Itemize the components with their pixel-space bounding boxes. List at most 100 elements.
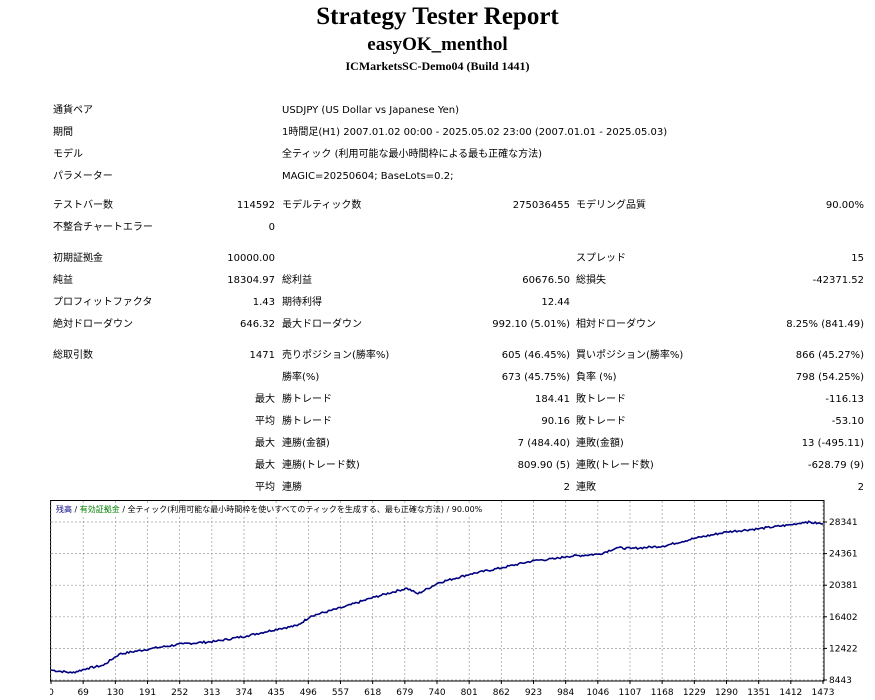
max-loss-value: -116.13: [825, 394, 864, 405]
gross-loss-label: 総損失: [576, 275, 606, 286]
x-tick-label: 984: [557, 688, 574, 698]
max-drawdown-value: 992.10 (5.01%): [492, 319, 570, 330]
net-profit-value: 18304.97: [227, 275, 275, 286]
x-tick-label: 801: [461, 688, 478, 698]
abs-drawdown-label: 絶対ドローダウン: [53, 319, 133, 330]
consec-win-amount-label: 連勝(金額): [282, 438, 330, 449]
avg-consec-win-label: 連勝: [282, 482, 302, 493]
deposit-value: 10000.00: [227, 253, 275, 264]
profit-factor-label: プロフィットファクタ: [53, 297, 153, 308]
mismatch-value: 0: [268, 222, 275, 233]
avg-win-label: 勝トレード: [282, 416, 332, 427]
avg-consec-loss-label: 連敗: [576, 482, 596, 493]
x-tick-label: 1107: [619, 688, 642, 698]
x-tick-label: 252: [171, 688, 188, 698]
y-tick-label: 24361: [829, 550, 858, 560]
legend-separator: /: [72, 505, 80, 514]
symbol-label: 通貨ペア: [53, 105, 93, 116]
period-value: 1時間足(H1) 2007.01.02 00:00 - 2025.05.02 2…: [282, 127, 668, 138]
x-tick-label: 313: [203, 688, 220, 698]
max-win-label: 勝トレード: [282, 394, 332, 405]
avg-loss-value: -53.10: [831, 416, 864, 427]
x-tick-label: 557: [332, 688, 349, 698]
max-loss-label: 敗トレード: [576, 394, 626, 405]
x-tick-label: 0: [50, 688, 54, 698]
rel-drawdown-value: 8.25% (841.49): [786, 319, 864, 330]
spread-value: 15: [851, 253, 864, 264]
balance-chart: 0 69 130 191 252 313 374 435 496 557 618 679 740 801 8…: [50, 500, 858, 698]
avg-loss-label: 敗トレード: [576, 416, 626, 427]
consec-loss-amount-label: 連敗(金額): [576, 438, 624, 449]
mismatch-label: 不整合チャートエラー: [53, 222, 153, 233]
x-tick-label: 618: [364, 688, 381, 698]
gross-loss-value: -42371.52: [812, 275, 864, 286]
x-tick-label: 740: [428, 688, 445, 698]
win-rate-value: 673 (45.75%): [501, 372, 570, 383]
consec-win-count-label: 連勝(トレード数): [282, 460, 360, 471]
short-positions-label: 売りポジション(勝率%): [282, 350, 390, 361]
parameters-value: MAGIC=20250604; BaseLots=0.2;: [282, 171, 454, 182]
max-prefix: 最大: [255, 460, 275, 471]
x-tick-label: 1473: [812, 688, 835, 698]
quality-value: 90.00%: [825, 200, 864, 211]
max-prefix: 最大: [255, 438, 275, 449]
period-label: 期間: [53, 127, 73, 138]
max-prefix: 最大: [255, 394, 275, 405]
net-profit-label: 純益: [53, 275, 73, 286]
consec-loss-count-label: 連敗(トレード数): [576, 460, 654, 471]
expert-name: easyOK_menthol: [367, 34, 508, 55]
avg-prefix: 平均: [255, 482, 275, 493]
total-trades-value: 1471: [249, 350, 275, 361]
x-tick-label: 923: [525, 688, 542, 698]
x-tick-label: 435: [268, 688, 285, 698]
bars-label: テストバー数: [53, 200, 113, 211]
long-positions-value: 866 (45.27%): [795, 350, 864, 361]
gross-profit-value: 60676.50: [522, 275, 570, 286]
bars-value: 114592: [236, 200, 275, 211]
x-tick-label: 496: [300, 688, 317, 698]
report-title: Strategy Tester Report: [316, 3, 559, 30]
short-positions-value: 605 (46.45%): [501, 350, 570, 361]
legend-balance: 残高: [56, 505, 72, 514]
x-tick-label: 69: [77, 688, 89, 698]
legend-separator: /: [443, 505, 452, 514]
server-build: ICMarketsSC-Demo04 (Build 1441): [345, 59, 530, 73]
expected-payoff-label: 期待利得: [282, 297, 322, 308]
avg-win-value: 90.16: [541, 416, 570, 427]
loss-rate-label: 負率 (%): [576, 372, 617, 383]
x-tick-label: 1046: [586, 688, 609, 698]
legend-separator: /: [119, 505, 128, 514]
ticks-label: モデルティック数: [282, 200, 362, 211]
x-tick-label: 191: [139, 688, 156, 698]
max-drawdown-label: 最大ドローダウン: [282, 319, 362, 330]
consec-loss-amount-value: 13 (-495.11): [801, 438, 864, 449]
model-value: 全ティック (利用可能な最小時間枠による最も正確な方法): [282, 149, 543, 160]
x-tick-label: 679: [396, 688, 413, 698]
spread-label: スプレッド: [576, 253, 626, 264]
avg-prefix: 平均: [255, 416, 275, 427]
x-tick-label: 1229: [683, 688, 706, 698]
y-tick-label: 20381: [829, 581, 858, 591]
parameters-label: パラメーター: [53, 171, 113, 182]
x-tick-label: 374: [235, 688, 252, 698]
legend-model: 全ティック(利用可能な最小時間枠を使いすべてのティックを生成する、最も正確な方法…: [127, 505, 444, 514]
y-tick-label: 8443: [829, 676, 852, 686]
x-tick-label: 130: [107, 688, 124, 698]
loss-rate-value: 798 (54.25%): [795, 372, 864, 383]
expected-payoff-value: 12.44: [541, 297, 570, 308]
quality-label: モデリング品質: [576, 200, 646, 211]
profit-factor-value: 1.43: [252, 297, 275, 308]
avg-consec-win-value: 2: [563, 482, 570, 493]
legend-equity: 有効証拠金: [79, 505, 120, 514]
balance-series-line: [50, 520, 823, 674]
ticks-value: 275036455: [512, 200, 570, 211]
consec-loss-count-value: -628.79 (9): [808, 460, 864, 471]
consec-win-count-value: 809.90 (5): [517, 460, 570, 471]
chart-legend: 残高 / 有効証拠金 / 全ティック(利用可能な最小時間枠を使いすべてのティック…: [56, 505, 483, 515]
x-tick-label: 1168: [651, 688, 674, 698]
y-tick-label: 28341: [829, 518, 858, 528]
avg-consec-loss-value: 2: [857, 482, 864, 493]
consec-win-amount-value: 7 (484.40): [517, 438, 570, 449]
y-tick-label: 16402: [829, 613, 858, 623]
rel-drawdown-label: 相対ドローダウン: [576, 319, 656, 330]
